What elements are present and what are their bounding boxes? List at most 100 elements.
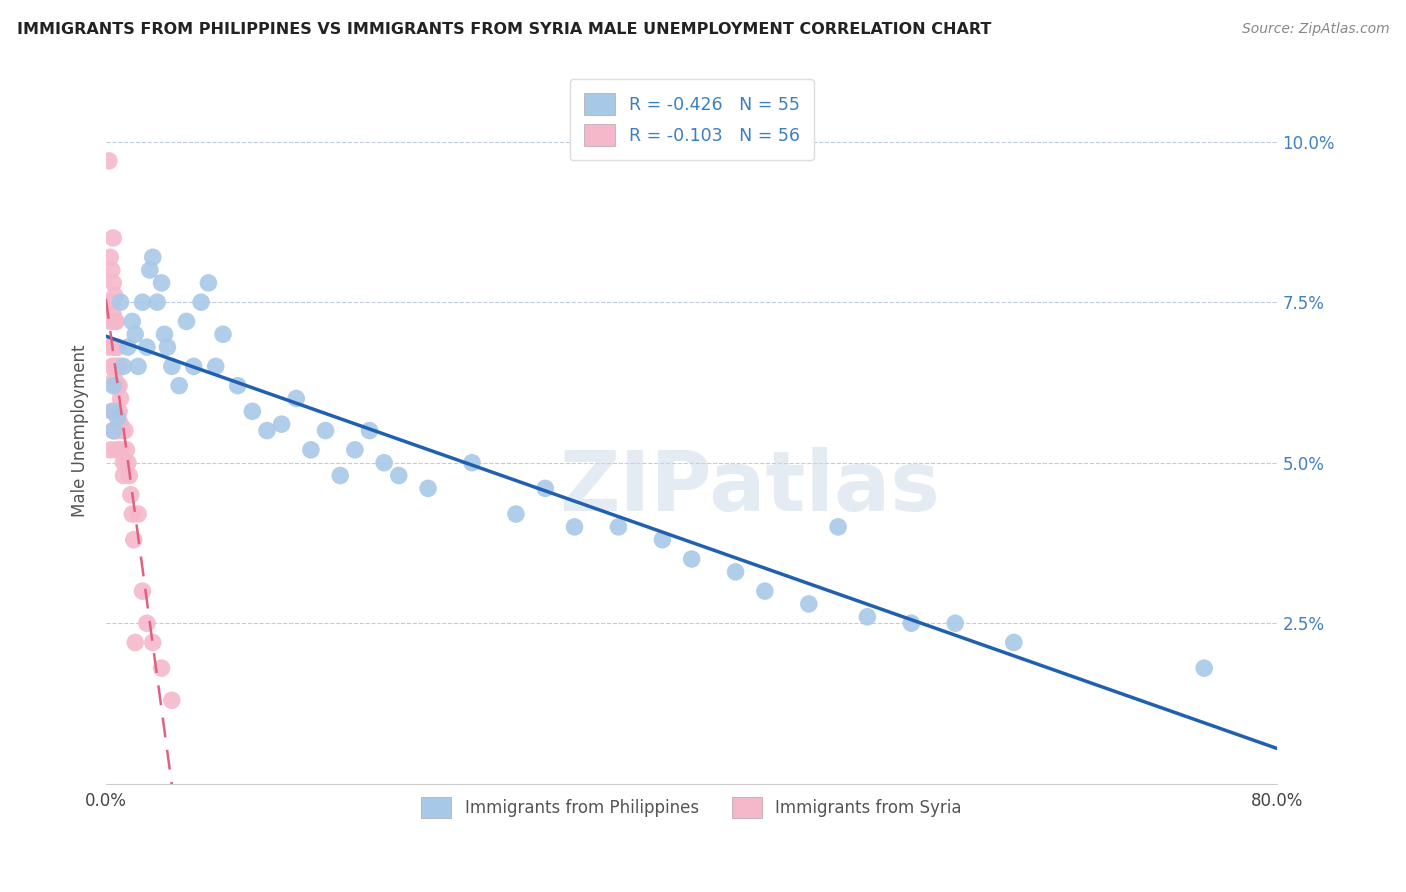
- Point: [724, 565, 747, 579]
- Point: [105, 359, 128, 374]
- Point: [150, 276, 173, 290]
- Point: [118, 468, 141, 483]
- Point: [153, 327, 176, 342]
- Point: [160, 359, 183, 374]
- Point: [388, 468, 411, 483]
- Point: [107, 424, 129, 438]
- Point: [943, 616, 966, 631]
- Point: [117, 340, 139, 354]
- Point: [416, 482, 439, 496]
- Point: [176, 314, 198, 328]
- Point: [150, 661, 173, 675]
- Point: [156, 340, 179, 354]
- Point: [100, 295, 122, 310]
- Point: [105, 442, 128, 457]
- Point: [104, 289, 127, 303]
- Point: [131, 584, 153, 599]
- Point: [100, 359, 122, 374]
- Point: [1192, 661, 1215, 675]
- Point: [299, 442, 322, 457]
- Point: [112, 359, 135, 374]
- Point: [104, 359, 127, 374]
- Point: [105, 404, 128, 418]
- Point: [105, 424, 128, 438]
- Point: [105, 378, 128, 392]
- Point: [104, 424, 127, 438]
- Point: [754, 584, 776, 599]
- Point: [121, 314, 143, 328]
- Point: [108, 359, 131, 374]
- Point: [190, 295, 212, 310]
- Point: [127, 359, 149, 374]
- Point: [98, 442, 121, 457]
- Point: [329, 468, 352, 483]
- Point: [117, 456, 139, 470]
- Text: Source: ZipAtlas.com: Source: ZipAtlas.com: [1241, 22, 1389, 37]
- Point: [1002, 635, 1025, 649]
- Point: [135, 340, 157, 354]
- Point: [105, 340, 128, 354]
- Point: [270, 417, 292, 432]
- Point: [160, 693, 183, 707]
- Point: [226, 378, 249, 392]
- Point: [107, 410, 129, 425]
- Point: [104, 314, 127, 328]
- Point: [142, 250, 165, 264]
- Point: [827, 520, 849, 534]
- Point: [97, 153, 120, 168]
- Text: IMMIGRANTS FROM PHILIPPINES VS IMMIGRANTS FROM SYRIA MALE UNEMPLOYMENT CORRELATI: IMMIGRANTS FROM PHILIPPINES VS IMMIGRANT…: [17, 22, 991, 37]
- Point: [97, 340, 120, 354]
- Point: [285, 392, 308, 406]
- Point: [183, 359, 205, 374]
- Point: [120, 488, 142, 502]
- Point: [197, 276, 219, 290]
- Point: [167, 378, 190, 392]
- Point: [112, 456, 135, 470]
- Point: [122, 533, 145, 547]
- Point: [797, 597, 820, 611]
- Point: [240, 404, 263, 418]
- Point: [104, 404, 127, 418]
- Point: [124, 327, 146, 342]
- Point: [142, 635, 165, 649]
- Point: [107, 378, 129, 392]
- Point: [100, 404, 122, 418]
- Point: [315, 424, 337, 438]
- Point: [131, 295, 153, 310]
- Point: [651, 533, 673, 547]
- Point: [461, 456, 484, 470]
- Point: [146, 295, 169, 310]
- Point: [103, 308, 125, 322]
- Point: [139, 263, 162, 277]
- Point: [100, 263, 122, 277]
- Point: [607, 520, 630, 534]
- Point: [681, 552, 703, 566]
- Legend: Immigrants from Philippines, Immigrants from Syria: Immigrants from Philippines, Immigrants …: [415, 790, 969, 825]
- Point: [343, 442, 366, 457]
- Point: [534, 482, 557, 496]
- Point: [98, 295, 121, 310]
- Y-axis label: Male Unemployment: Male Unemployment: [72, 344, 89, 516]
- Text: ZIPatlas: ZIPatlas: [560, 447, 941, 527]
- Point: [105, 314, 128, 328]
- Point: [103, 276, 125, 290]
- Point: [107, 359, 129, 374]
- Point: [124, 635, 146, 649]
- Point: [103, 424, 125, 438]
- Point: [98, 314, 121, 328]
- Point: [104, 372, 127, 386]
- Point: [103, 340, 125, 354]
- Point: [103, 231, 125, 245]
- Point: [104, 340, 127, 354]
- Point: [256, 424, 278, 438]
- Point: [114, 424, 136, 438]
- Point: [107, 340, 129, 354]
- Point: [564, 520, 586, 534]
- Point: [103, 378, 125, 392]
- Point: [108, 404, 131, 418]
- Point: [373, 456, 395, 470]
- Point: [359, 424, 381, 438]
- Point: [103, 404, 125, 418]
- Point: [103, 424, 125, 438]
- Point: [110, 392, 132, 406]
